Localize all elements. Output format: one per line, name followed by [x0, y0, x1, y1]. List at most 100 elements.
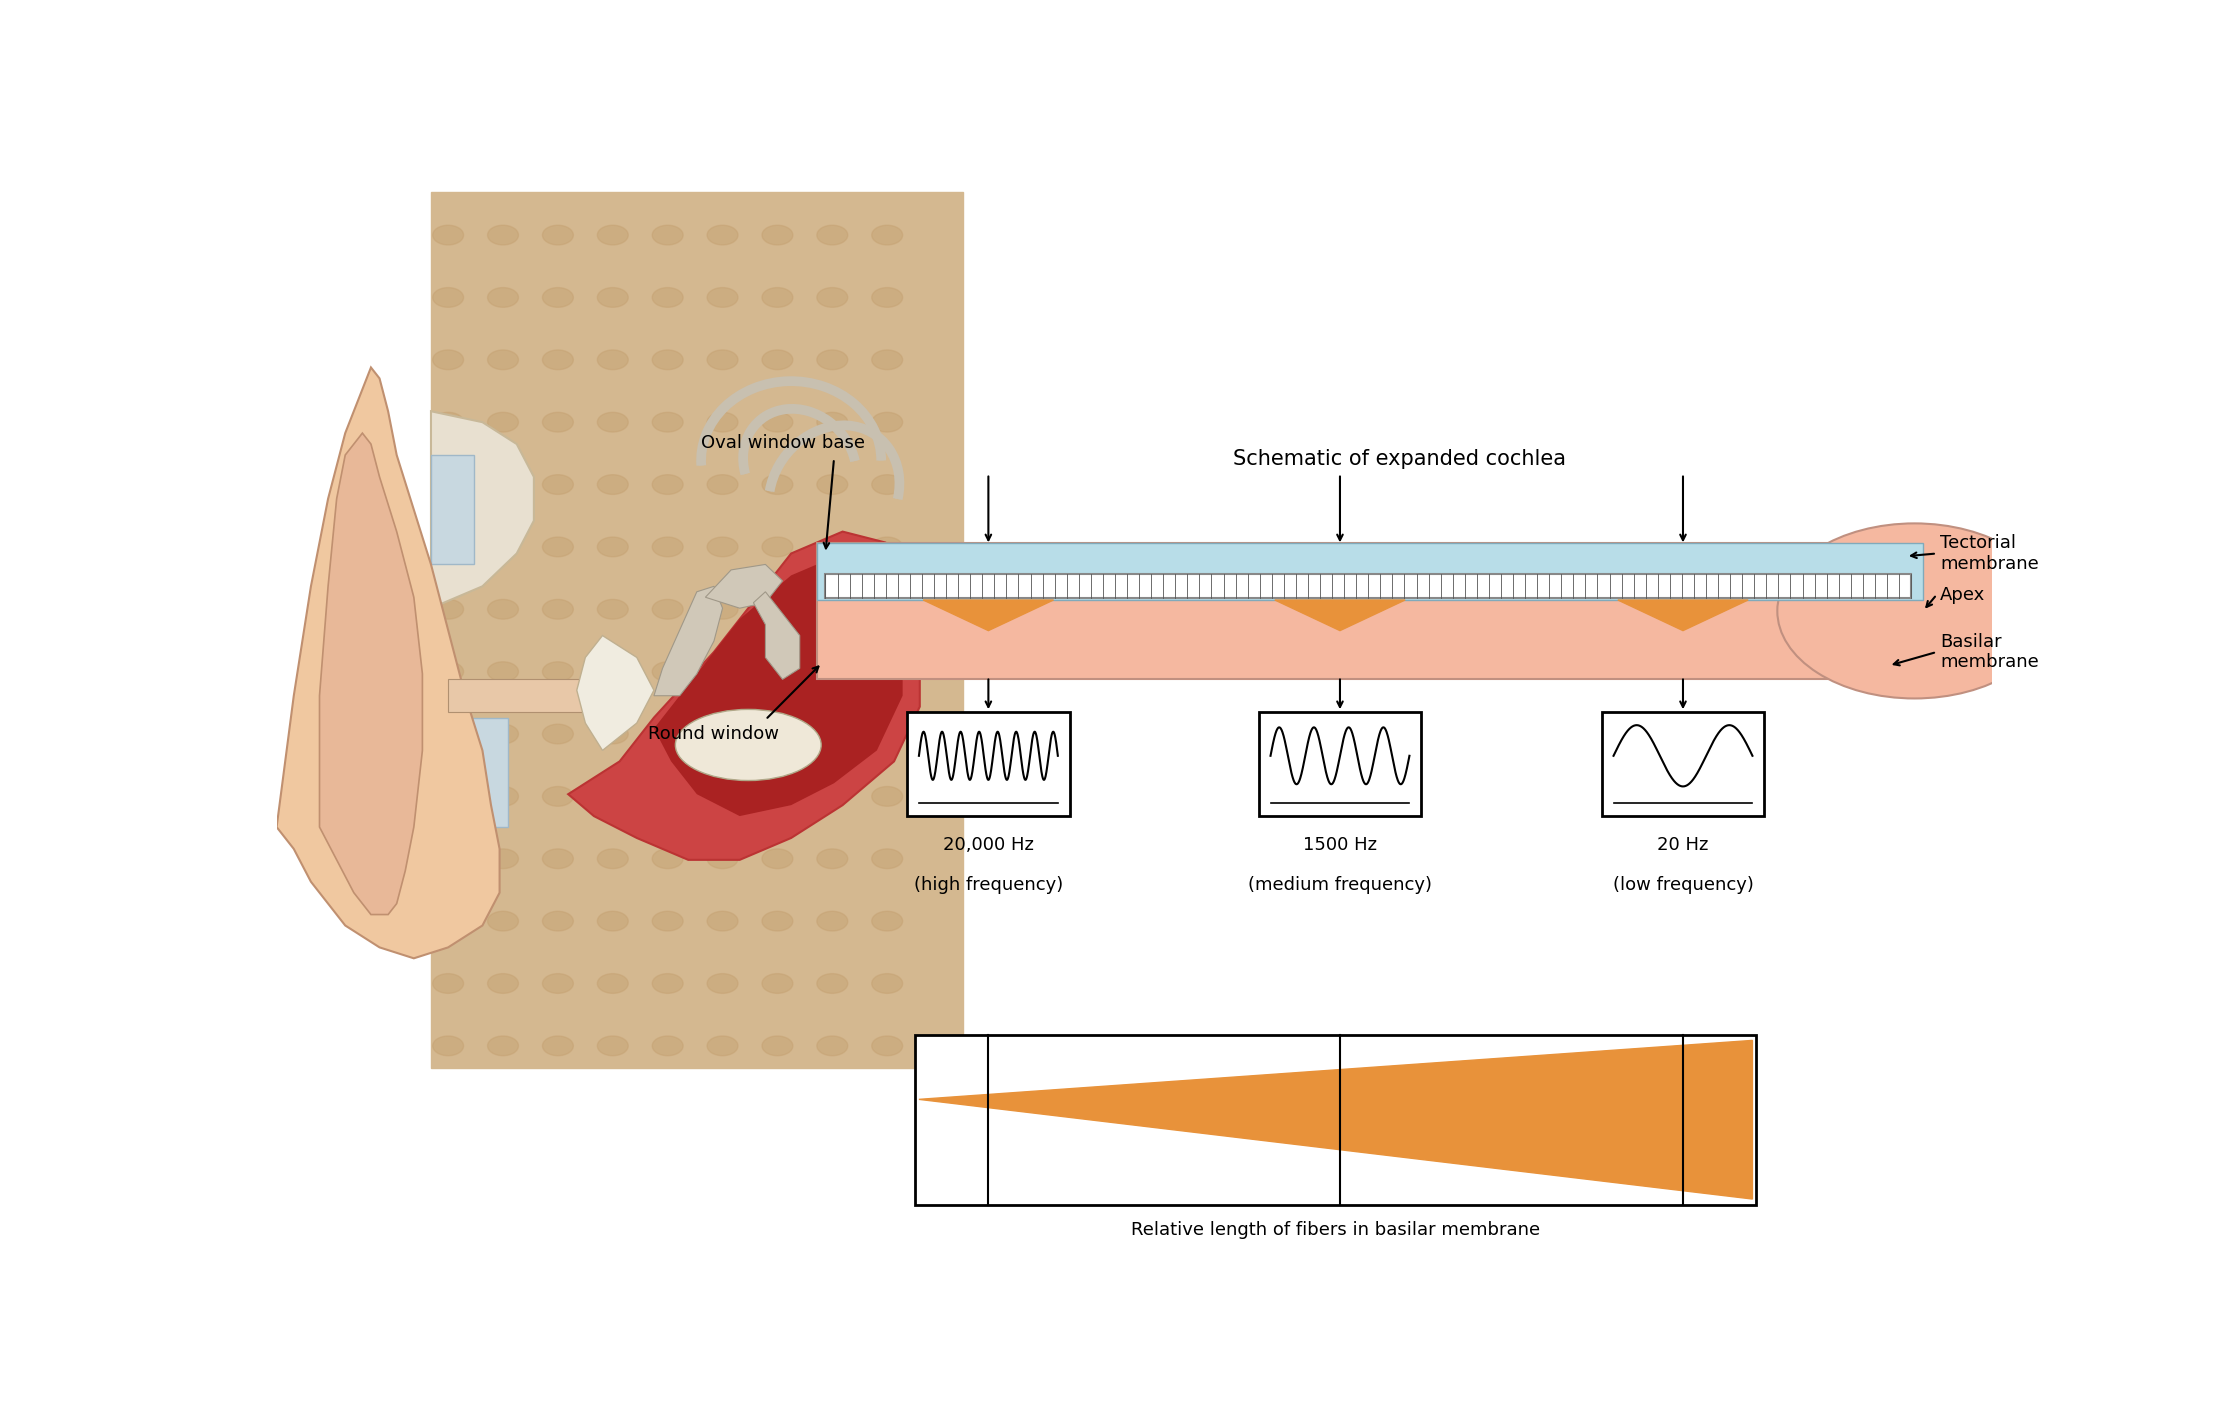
- Circle shape: [487, 350, 518, 369]
- FancyBboxPatch shape: [1259, 712, 1421, 816]
- Text: Basilar
membrane: Basilar membrane: [1941, 632, 2038, 671]
- Text: 1500 Hz: 1500 Hz: [1303, 836, 1376, 854]
- Circle shape: [434, 725, 463, 743]
- Circle shape: [817, 600, 848, 620]
- Polygon shape: [432, 411, 533, 608]
- Circle shape: [872, 911, 903, 931]
- Circle shape: [817, 475, 848, 495]
- Circle shape: [487, 287, 518, 307]
- Circle shape: [487, 848, 518, 868]
- Polygon shape: [817, 543, 1923, 600]
- Circle shape: [872, 537, 903, 557]
- Circle shape: [434, 412, 463, 432]
- Circle shape: [817, 973, 848, 993]
- Circle shape: [872, 662, 903, 682]
- Polygon shape: [655, 587, 721, 696]
- Circle shape: [872, 848, 903, 868]
- Text: 20,000 Hz: 20,000 Hz: [943, 836, 1033, 854]
- Polygon shape: [1275, 600, 1405, 631]
- Circle shape: [434, 287, 463, 307]
- Circle shape: [708, 350, 737, 369]
- Circle shape: [653, 787, 684, 806]
- Text: (medium frequency): (medium frequency): [1248, 877, 1432, 894]
- Ellipse shape: [675, 709, 821, 780]
- Circle shape: [542, 725, 573, 743]
- Circle shape: [487, 475, 518, 495]
- Text: (high frequency): (high frequency): [914, 877, 1062, 894]
- Circle shape: [598, 350, 628, 369]
- Circle shape: [653, 412, 684, 432]
- Circle shape: [872, 225, 903, 244]
- Circle shape: [487, 662, 518, 682]
- Circle shape: [653, 662, 684, 682]
- Polygon shape: [1618, 600, 1748, 631]
- Circle shape: [708, 537, 737, 557]
- Circle shape: [598, 911, 628, 931]
- Text: Relative length of fibers in basilar membrane: Relative length of fibers in basilar mem…: [1131, 1221, 1540, 1239]
- Circle shape: [653, 911, 684, 931]
- Circle shape: [542, 911, 573, 931]
- Circle shape: [872, 600, 903, 620]
- Polygon shape: [449, 679, 637, 712]
- Polygon shape: [578, 635, 655, 750]
- Circle shape: [761, 787, 792, 806]
- Circle shape: [434, 537, 463, 557]
- Circle shape: [598, 412, 628, 432]
- FancyBboxPatch shape: [916, 1034, 1755, 1205]
- Circle shape: [708, 1036, 737, 1056]
- Circle shape: [598, 725, 628, 743]
- Circle shape: [872, 1036, 903, 1056]
- Text: Round window: Round window: [648, 725, 779, 743]
- Circle shape: [708, 973, 737, 993]
- Circle shape: [487, 225, 518, 244]
- Circle shape: [817, 537, 848, 557]
- Text: Schematic of expanded cochlea: Schematic of expanded cochlea: [1233, 449, 1567, 469]
- Circle shape: [434, 475, 463, 495]
- FancyBboxPatch shape: [1602, 712, 1764, 816]
- FancyBboxPatch shape: [907, 712, 1069, 816]
- Circle shape: [761, 848, 792, 868]
- Text: (low frequency): (low frequency): [1613, 877, 1753, 894]
- Circle shape: [872, 787, 903, 806]
- Circle shape: [708, 287, 737, 307]
- Circle shape: [708, 787, 737, 806]
- Circle shape: [653, 350, 684, 369]
- Polygon shape: [752, 591, 799, 679]
- Polygon shape: [817, 543, 1914, 679]
- Circle shape: [542, 350, 573, 369]
- Text: Apex: Apex: [1941, 585, 1985, 604]
- Circle shape: [434, 787, 463, 806]
- Polygon shape: [825, 574, 1912, 598]
- Circle shape: [817, 911, 848, 931]
- Circle shape: [872, 725, 903, 743]
- Circle shape: [653, 1036, 684, 1056]
- Circle shape: [653, 225, 684, 244]
- Circle shape: [708, 600, 737, 620]
- Circle shape: [653, 725, 684, 743]
- Circle shape: [598, 848, 628, 868]
- Circle shape: [761, 911, 792, 931]
- Circle shape: [817, 412, 848, 432]
- Polygon shape: [432, 718, 509, 827]
- Polygon shape: [432, 192, 963, 1067]
- Circle shape: [761, 537, 792, 557]
- Polygon shape: [923, 600, 1053, 631]
- Circle shape: [434, 662, 463, 682]
- Circle shape: [653, 600, 684, 620]
- Circle shape: [598, 475, 628, 495]
- Polygon shape: [918, 1040, 1753, 1199]
- Circle shape: [542, 600, 573, 620]
- Circle shape: [542, 225, 573, 244]
- Circle shape: [817, 350, 848, 369]
- Circle shape: [542, 1036, 573, 1056]
- Circle shape: [487, 911, 518, 931]
- Circle shape: [708, 848, 737, 868]
- Text: 20 Hz: 20 Hz: [1658, 836, 1708, 854]
- Circle shape: [434, 600, 463, 620]
- Circle shape: [487, 600, 518, 620]
- Circle shape: [598, 662, 628, 682]
- Circle shape: [598, 787, 628, 806]
- Circle shape: [434, 225, 463, 244]
- Polygon shape: [706, 564, 783, 608]
- Circle shape: [761, 412, 792, 432]
